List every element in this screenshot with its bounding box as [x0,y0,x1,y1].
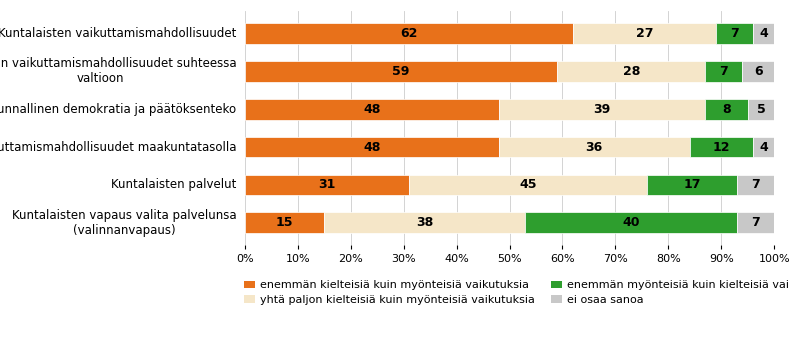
Bar [753,137,774,157]
Text: 7: 7 [730,27,739,40]
Bar [557,61,705,82]
Text: 6: 6 [754,65,762,78]
Text: 7: 7 [720,65,728,78]
Text: 7: 7 [751,216,760,229]
Bar [245,23,573,44]
Bar [647,174,737,195]
Bar [573,23,716,44]
Bar [705,99,747,119]
Text: 39: 39 [593,103,611,116]
Bar [737,174,774,195]
Bar [525,212,737,233]
Bar [245,99,499,119]
Bar [499,99,705,119]
Bar [705,61,743,82]
Bar [753,23,774,44]
Text: 45: 45 [519,178,537,191]
Text: 17: 17 [683,178,701,191]
Text: 15: 15 [276,216,293,229]
Text: 62: 62 [401,27,418,40]
Bar [499,137,690,157]
Text: 59: 59 [393,65,410,78]
Bar [245,137,499,157]
Text: 4: 4 [759,27,768,40]
Text: 48: 48 [363,140,381,153]
Bar [245,212,324,233]
Bar [747,99,774,119]
Text: 4: 4 [759,140,768,153]
Bar [245,174,409,195]
Bar [245,61,557,82]
Text: 7: 7 [751,178,760,191]
Text: 36: 36 [585,140,603,153]
Text: 48: 48 [363,103,381,116]
Text: 27: 27 [636,27,653,40]
Bar [690,137,753,157]
Text: 28: 28 [623,65,640,78]
Text: 5: 5 [757,103,766,116]
Text: 31: 31 [318,178,336,191]
Bar [324,212,525,233]
Bar [743,61,774,82]
Bar [716,23,753,44]
Text: 40: 40 [623,216,640,229]
Bar [737,212,774,233]
Text: 12: 12 [713,140,730,153]
Text: 8: 8 [722,103,731,116]
Text: 38: 38 [416,216,434,229]
Legend: enemmän kielteisiä kuin myönteisiä vaikutuksia, yhtä paljon kielteisiä kuin myön: enemmän kielteisiä kuin myönteisiä vaiku… [239,276,790,309]
Bar [409,174,647,195]
